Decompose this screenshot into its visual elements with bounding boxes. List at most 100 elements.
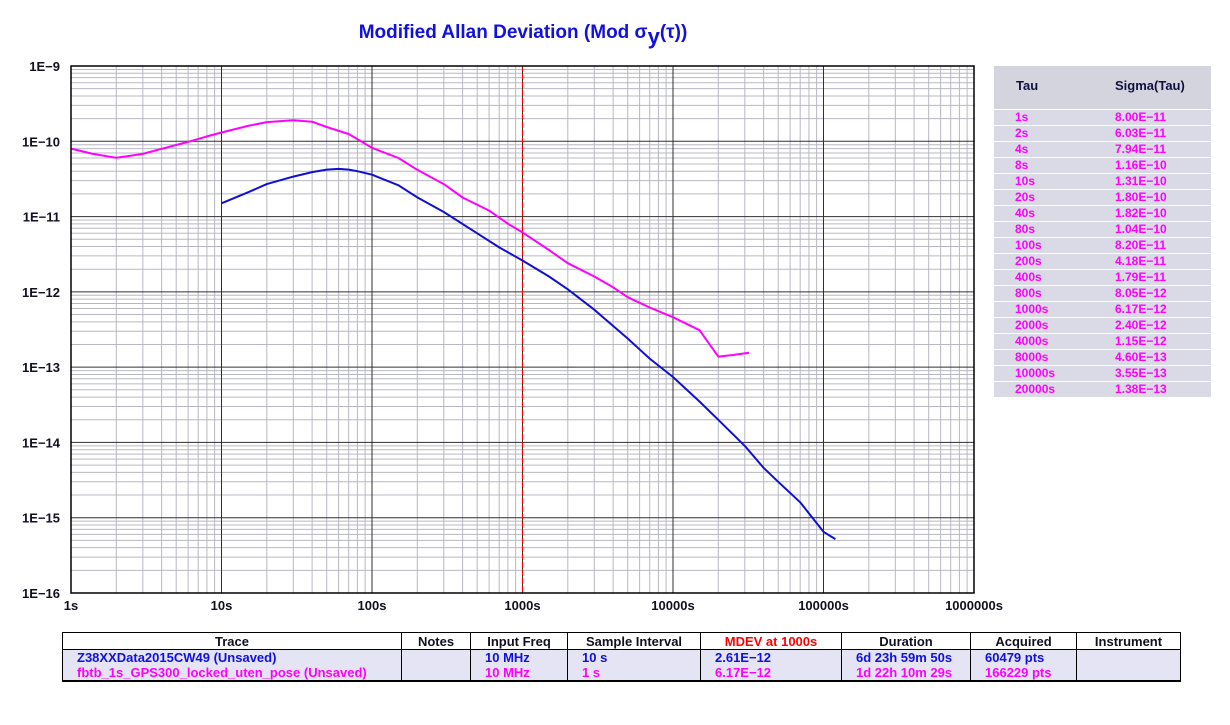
trace-cell: 10 MHz — [470, 649, 568, 665]
tau-row: 20s 1.80E−10 — [994, 189, 1211, 205]
tau-value: 1000s — [1015, 302, 1049, 316]
trace-cell: 1 s — [567, 665, 701, 682]
x-tick-label: 1000000s — [945, 598, 1003, 613]
y-tick-label: 1E−16 — [22, 586, 60, 601]
tau-value: 10s — [1015, 174, 1036, 188]
trace-table-body: Z38XXData2015CW49 (Unsaved) 10 MHz 10 s 2.6… — [62, 649, 1181, 682]
tau-value: 400s — [1015, 270, 1042, 284]
trace-cell: 10 MHz — [470, 665, 568, 682]
trace-table: Trace Notes Input Freq Sample Interval MDEV … — [62, 632, 1181, 682]
sigma-value: 7.94E−11 — [1115, 142, 1167, 156]
sigma-value: 6.17E−12 — [1115, 302, 1167, 316]
trace-cell: 1d 22h 10m 29s — [841, 665, 971, 682]
tau-value: 1s — [1015, 110, 1029, 124]
tau-value: 40s — [1015, 206, 1036, 220]
tau-row: 2000s 2.40E−12 — [994, 317, 1211, 333]
series-line-2 — [221, 167, 836, 540]
tick-labels: 1s 10s 100s 1000s 10000s 100000s 1000000s 1E−9 1… — [22, 59, 1003, 613]
column-header: Notes — [401, 632, 471, 650]
tau-row: 800s 8.05E−12 — [994, 285, 1211, 301]
tau-value: 2000s — [1015, 318, 1049, 332]
sigma-value: 1.16E−10 — [1115, 158, 1167, 172]
y-tick-label: 1E−13 — [22, 360, 60, 375]
tau-row: 2s 6.03E−11 — [994, 125, 1211, 141]
column-header: Input Freq — [470, 632, 568, 650]
x-tick-label: 10000s — [651, 598, 694, 613]
tau-row: 10000s 3.55E−13 — [994, 365, 1211, 381]
tau-value: 20000s — [1015, 382, 1056, 396]
trace-cell: 2.61E−12 — [700, 649, 842, 665]
sigma-value: 6.03E−11 — [1115, 126, 1167, 140]
sigma-value: 1.31E−10 — [1115, 174, 1167, 188]
column-header: Duration — [841, 632, 971, 650]
y-tick-label: 1E−9 — [29, 59, 60, 74]
tau-rows: 1s 8.00E−11 2s 6.03E−11 4s 7.94E−11 8s 1.16E−10… — [994, 109, 1211, 397]
y-tick-label: 1E−14 — [22, 435, 61, 450]
sigma-value: 1.80E−10 — [1115, 190, 1167, 204]
trace-row: fbtb_1s_GPS300_locked_uten_pose (Unsaved… — [62, 665, 1181, 682]
column-header: MDEV at 1000s — [700, 632, 842, 650]
sigma-value: 1.38E−13 — [1115, 382, 1167, 396]
tau-row: 10s 1.31E−10 — [994, 173, 1211, 189]
plot-border — [70, 65, 975, 594]
tau-row: 1000s 6.17E−12 — [994, 301, 1211, 317]
sigma-value: 4.18E−11 — [1115, 254, 1167, 268]
trace-cell: 60479 pts — [970, 649, 1077, 665]
plot-frame — [70, 65, 975, 594]
sigma-column-header: Sigma(Tau) — [1115, 78, 1185, 93]
tau-row: 400s 1.79E−11 — [994, 269, 1211, 285]
x-tick-label: 10s — [211, 598, 233, 613]
tau-value: 100s — [1015, 238, 1042, 252]
tau-value: 2s — [1015, 126, 1029, 140]
trace-cell: 10 s — [567, 649, 701, 665]
y-tick-label: 1E−15 — [22, 511, 60, 526]
sigma-value: 1.04E−10 — [1115, 222, 1167, 236]
sigma-value: 8.00E−11 — [1115, 110, 1167, 124]
trace-cell — [1076, 649, 1181, 665]
sigma-value: 1.15E−12 — [1115, 334, 1167, 348]
tau-value: 8000s — [1015, 350, 1049, 364]
chart-title-subscript: y — [647, 24, 660, 49]
trace-cell: Z38XXData2015CW49 (Unsaved) — [62, 649, 402, 665]
tau-value: 10000s — [1015, 366, 1056, 380]
column-header: Instrument — [1076, 632, 1181, 650]
y-tick-label: 1E−11 — [23, 210, 60, 225]
tau-row: 200s 4.18E−11 — [994, 253, 1211, 269]
tau-value: 20s — [1015, 190, 1036, 204]
column-header: Acquired — [970, 632, 1077, 650]
x-tick-label: 100s — [358, 598, 387, 613]
sigma-value: 2.40E−12 — [1115, 318, 1167, 332]
x-tick-label: 1s — [64, 598, 78, 613]
tau-row: 80s 1.04E−10 — [994, 221, 1211, 237]
trace-cell — [401, 665, 471, 682]
column-header: Sample Interval — [567, 632, 701, 650]
allan-deviation-plot: 1s 10s 100s 1000s 10000s 100000s 1000000s 1E−9 1… — [22, 59, 1003, 613]
tau-value: 800s — [1015, 286, 1042, 300]
tau-row: 40s 1.82E−10 — [994, 205, 1211, 221]
trace-cell: 6.17E−12 — [700, 665, 842, 682]
sigma-value: 1.79E−11 — [1115, 270, 1167, 284]
sigma-value: 8.20E−11 — [1115, 238, 1167, 252]
tau-value: 4000s — [1015, 334, 1049, 348]
tau-sigma-panel: Tau Sigma(Tau) 1s 8.00E−11 2s 6.03E−11 4s 7.9… — [994, 66, 1211, 397]
tau-column-header: Tau — [1016, 78, 1039, 93]
trace-cell — [1076, 665, 1181, 682]
series-group — [70, 119, 836, 540]
tau-row: 4000s 1.15E−12 — [994, 333, 1211, 349]
sigma-value: 3.55E−13 — [1115, 366, 1167, 380]
sigma-value: 4.60E−13 — [1115, 350, 1167, 364]
y-tick-label: 1E−12 — [22, 285, 60, 300]
column-header: Trace — [62, 632, 402, 650]
chart-title-tail: (τ)) — [659, 22, 688, 43]
tau-row: 100s 8.20E−11 — [994, 237, 1211, 253]
trace-cell: 6d 23h 59m 50s — [841, 649, 971, 665]
x-tick-label: 100000s — [798, 598, 849, 613]
tau-row: 1s 8.00E−11 — [994, 109, 1211, 125]
chart-title-main: Modified Allan Deviation (Mod σ — [358, 22, 648, 43]
trace-cell: 166229 pts — [970, 665, 1077, 682]
tau-value: 200s — [1015, 254, 1042, 268]
tau-row: 8s 1.16E−10 — [994, 157, 1211, 173]
series-line-1 — [70, 119, 750, 358]
trace-cell — [401, 649, 471, 665]
sigma-value: 8.05E−12 — [1115, 286, 1167, 300]
